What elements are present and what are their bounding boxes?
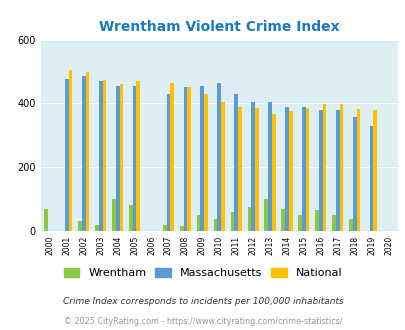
Bar: [230, 212, 234, 231]
Bar: [331, 215, 335, 231]
Bar: [204, 94, 207, 231]
Bar: [247, 207, 251, 231]
Bar: [166, 94, 170, 231]
Bar: [271, 114, 275, 231]
Bar: [82, 76, 85, 231]
Bar: [98, 81, 102, 231]
Bar: [234, 94, 237, 231]
Bar: [213, 219, 217, 231]
Bar: [298, 215, 301, 231]
Bar: [196, 215, 200, 231]
Bar: [44, 209, 48, 231]
Title: Wrentham Violent Crime Index: Wrentham Violent Crime Index: [99, 20, 339, 34]
Bar: [78, 221, 82, 231]
Bar: [115, 86, 119, 231]
Bar: [183, 87, 187, 231]
Bar: [284, 107, 288, 231]
Bar: [112, 199, 115, 231]
Bar: [251, 102, 254, 231]
Bar: [322, 104, 326, 231]
Bar: [264, 199, 268, 231]
Bar: [305, 108, 309, 231]
Bar: [268, 102, 271, 231]
Bar: [314, 210, 318, 231]
Bar: [162, 225, 166, 231]
Bar: [102, 80, 106, 231]
Legend: Wrentham, Massachusetts, National: Wrentham, Massachusetts, National: [60, 264, 345, 281]
Bar: [136, 82, 140, 231]
Bar: [281, 209, 284, 231]
Bar: [132, 86, 136, 231]
Bar: [301, 107, 305, 231]
Text: Crime Index corresponds to incidents per 100,000 inhabitants: Crime Index corresponds to incidents per…: [62, 297, 343, 307]
Bar: [237, 107, 241, 231]
Bar: [318, 111, 322, 231]
Bar: [356, 109, 359, 231]
Bar: [254, 108, 258, 231]
Bar: [348, 219, 352, 231]
Bar: [352, 117, 356, 231]
Bar: [129, 206, 132, 231]
Text: © 2025 CityRating.com - https://www.cityrating.com/crime-statistics/: © 2025 CityRating.com - https://www.city…: [64, 317, 341, 326]
Bar: [217, 82, 221, 231]
Bar: [373, 110, 376, 231]
Bar: [85, 73, 89, 231]
Bar: [335, 110, 339, 231]
Bar: [187, 87, 190, 231]
Bar: [288, 112, 292, 231]
Bar: [339, 104, 343, 231]
Bar: [221, 102, 224, 231]
Bar: [369, 126, 373, 231]
Bar: [179, 226, 183, 231]
Bar: [119, 84, 123, 231]
Bar: [65, 80, 68, 231]
Bar: [68, 70, 72, 231]
Bar: [95, 225, 98, 231]
Bar: [170, 83, 174, 231]
Bar: [200, 86, 204, 231]
